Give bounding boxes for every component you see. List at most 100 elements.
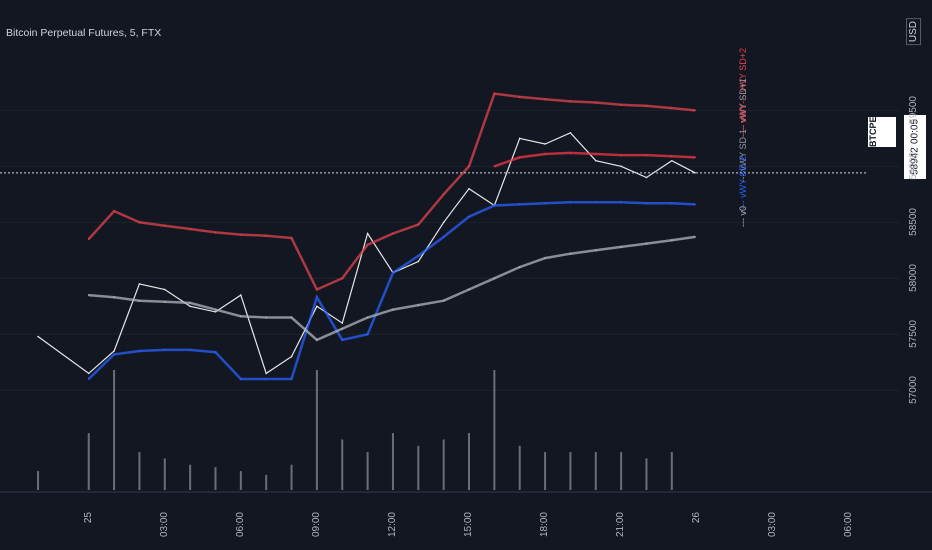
volume-bar xyxy=(417,445,420,490)
data-point xyxy=(671,159,673,162)
data-point xyxy=(341,339,344,341)
data-point xyxy=(671,155,673,158)
data-point xyxy=(620,165,622,168)
data-point xyxy=(620,201,622,203)
data-point xyxy=(214,231,217,234)
data-point xyxy=(468,215,470,218)
data-point xyxy=(87,372,90,375)
data-point xyxy=(694,156,696,159)
volume-bar xyxy=(645,458,648,490)
data-point xyxy=(493,165,496,168)
data-point xyxy=(392,308,394,311)
data-point xyxy=(189,302,191,304)
data-point xyxy=(265,378,267,380)
x-tick-label: 06:00 xyxy=(843,512,855,538)
data-point xyxy=(442,193,445,196)
data-point xyxy=(265,316,267,319)
data-point xyxy=(694,109,696,112)
data-point xyxy=(113,350,115,352)
data-point xyxy=(442,236,445,238)
data-point xyxy=(113,296,115,299)
data-point xyxy=(569,252,572,255)
legend-item: --- vWY SD-2 xyxy=(738,156,748,210)
volume-bar xyxy=(163,458,166,490)
data-point xyxy=(316,296,318,299)
volume-bar xyxy=(670,452,673,490)
data-point xyxy=(392,271,394,274)
data-point xyxy=(316,305,318,308)
data-point xyxy=(544,202,546,205)
data-point xyxy=(569,201,572,203)
data-point xyxy=(366,232,369,235)
series-line-vwy-sd-2 xyxy=(87,92,696,292)
data-point xyxy=(594,153,597,155)
data-point xyxy=(442,299,445,302)
volume-bar xyxy=(544,452,547,490)
volume-bar xyxy=(518,445,521,490)
data-point xyxy=(290,237,293,239)
volume-bar xyxy=(189,464,192,490)
data-point xyxy=(214,308,217,311)
volume-bar xyxy=(37,471,40,490)
data-point xyxy=(544,98,546,100)
legend-item: --- v0 xyxy=(738,206,748,227)
data-point xyxy=(594,159,597,162)
x-tick-label: 06:00 xyxy=(234,512,246,538)
data-point xyxy=(366,333,369,336)
volume-bar xyxy=(341,439,344,490)
data-point xyxy=(138,299,141,302)
data-point xyxy=(290,378,293,380)
series-line-btcperp xyxy=(37,132,696,375)
data-point xyxy=(620,103,622,106)
data-point xyxy=(265,372,267,375)
x-tick-label: 12:00 xyxy=(386,512,398,538)
data-point xyxy=(138,283,141,285)
data-point xyxy=(240,233,242,236)
currency-label: USD xyxy=(906,18,921,46)
data-point xyxy=(87,294,90,296)
symbol-tag: BTCPERP xyxy=(868,104,896,147)
volume-bar xyxy=(138,452,141,490)
volume-bar xyxy=(265,474,268,490)
series-line-v0 xyxy=(88,235,696,342)
data-point xyxy=(493,204,496,207)
y-tick-label: 59000 xyxy=(908,152,919,181)
y-tick-label: 57000 xyxy=(908,376,919,405)
data-point xyxy=(189,228,191,230)
data-point xyxy=(214,351,217,353)
data-point xyxy=(694,172,696,174)
data-point xyxy=(366,316,369,319)
data-point xyxy=(189,305,191,308)
data-point xyxy=(163,349,166,351)
y-tick-label: 58500 xyxy=(908,208,919,237)
x-tick-label: 26 xyxy=(691,512,703,524)
data-point xyxy=(417,223,420,226)
data-point xyxy=(138,221,141,224)
x-tick-label: 18:00 xyxy=(539,512,551,538)
data-point xyxy=(468,288,470,291)
data-point xyxy=(290,316,293,319)
x-tick-label: 03:00 xyxy=(158,512,170,538)
x-tick-label: 25 xyxy=(82,512,94,524)
data-point xyxy=(468,187,470,190)
y-tick-label: 57500 xyxy=(908,320,919,349)
data-point xyxy=(290,355,293,358)
data-point xyxy=(694,203,696,206)
data-point xyxy=(87,378,90,380)
data-point xyxy=(544,143,546,145)
data-point xyxy=(518,137,521,140)
data-point xyxy=(417,255,420,257)
data-point xyxy=(620,154,622,156)
data-point xyxy=(645,105,648,107)
volume-bar xyxy=(442,439,445,490)
data-point xyxy=(341,322,344,324)
volume-bar xyxy=(493,370,496,490)
data-point xyxy=(113,353,115,356)
volume-bar xyxy=(366,452,369,490)
data-point xyxy=(240,294,242,296)
volume-bar xyxy=(113,370,116,490)
data-point xyxy=(671,239,673,242)
data-point xyxy=(417,260,420,263)
volume-bar xyxy=(569,452,572,490)
